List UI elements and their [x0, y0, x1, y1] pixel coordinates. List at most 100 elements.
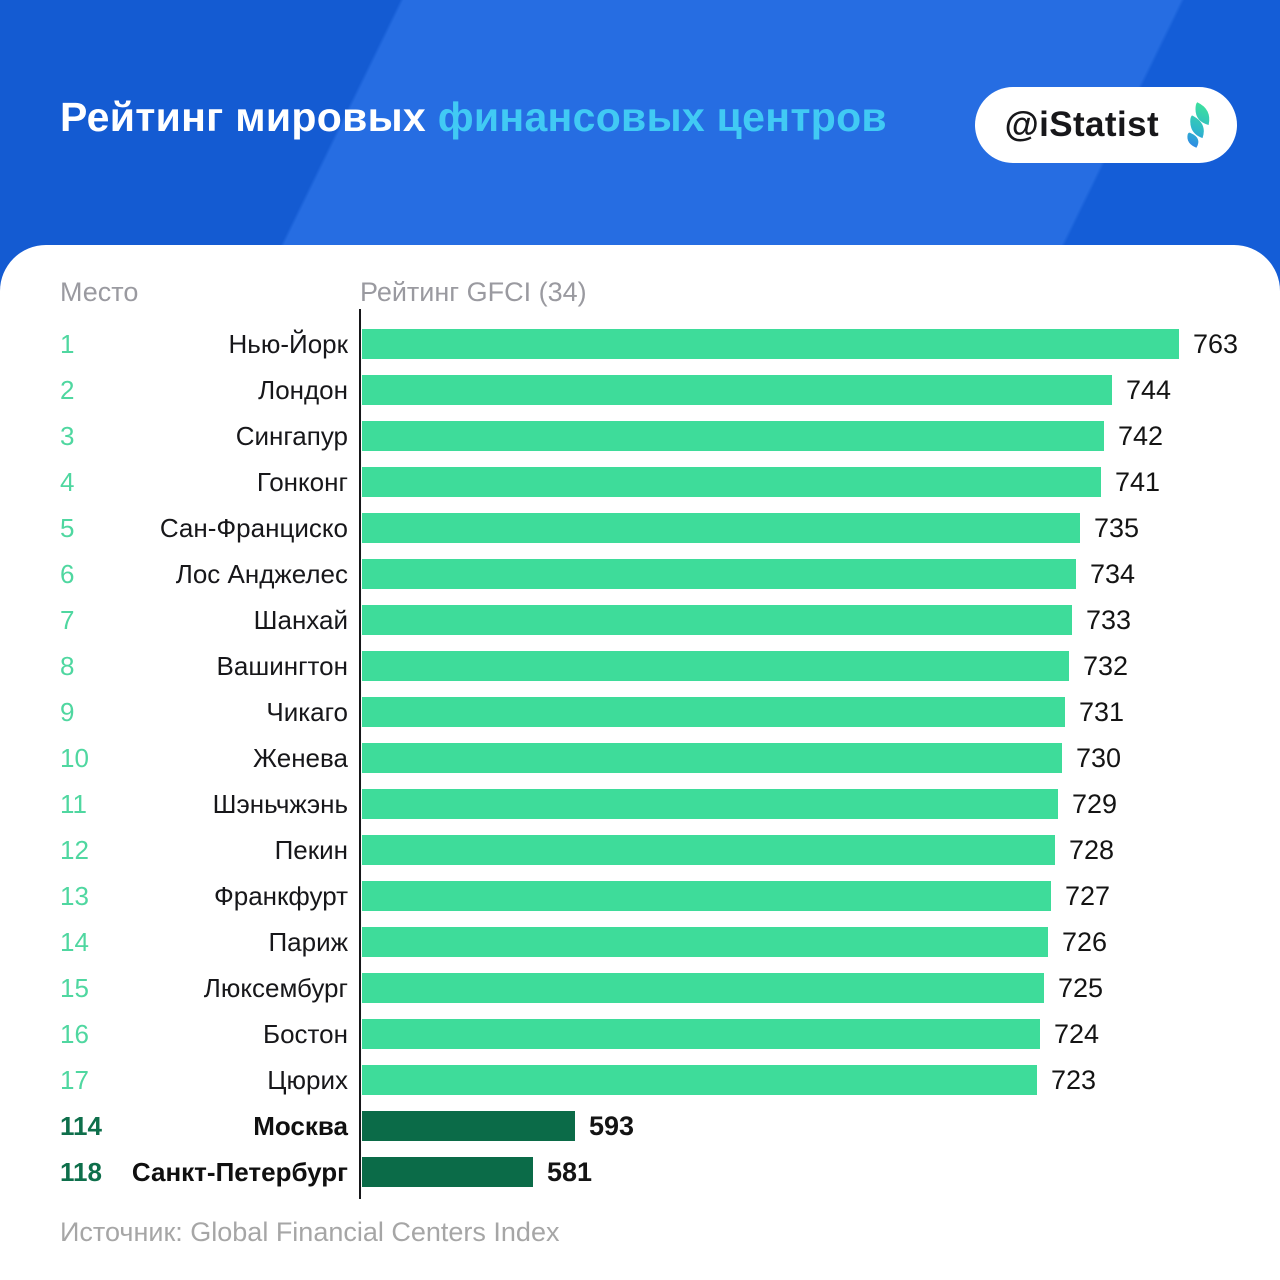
chart-card: Место Рейтинг GFCI (34) 1 Нью-Йорк 763 2 Лон…: [0, 245, 1280, 1280]
city-label: Пекин: [274, 834, 348, 865]
table-row: 6 Лос Анджелес 734: [60, 551, 1230, 597]
city-label: Сан-Франциско: [159, 512, 348, 543]
city-label: Москва: [253, 1110, 348, 1141]
rank-label: 118: [60, 1156, 102, 1187]
bar-cell: 730: [362, 743, 1230, 774]
city-label: Нью-Йорк: [228, 328, 348, 359]
rank-label: 2: [60, 374, 75, 405]
value-label: 731: [1079, 696, 1125, 727]
source-text: Источник: Global Financial Centers Index: [60, 1217, 560, 1247]
table-row: 118 Санкт-Петербург 581: [60, 1149, 1230, 1195]
table-row: 4 Гонконг 741: [60, 459, 1230, 505]
bar: [362, 605, 1072, 635]
bar-cell: 732: [362, 651, 1230, 682]
bar-cell: 742: [362, 421, 1230, 452]
value-label: 728: [1069, 834, 1115, 865]
bar-cell: 731: [362, 697, 1230, 728]
table-row: 10 Женева 730: [60, 735, 1230, 781]
city-label: Шэньчжэнь: [212, 788, 348, 819]
bar-cell: 725: [362, 973, 1230, 1004]
table-row: 5 Сан-Франциско 735: [60, 505, 1230, 551]
bar-cell: 728: [362, 835, 1230, 866]
city-label: Гонконг: [256, 466, 348, 497]
bar-cell: 734: [362, 559, 1230, 590]
bar: [362, 743, 1062, 773]
table-row: 7 Шанхай 733: [60, 597, 1230, 643]
bar: [362, 559, 1076, 589]
value-label: 763: [1193, 328, 1239, 359]
column-header-place: Место: [60, 277, 139, 307]
city-label: Санкт-Петербург: [131, 1156, 348, 1187]
table-row: 13 Франкфурт 727: [60, 873, 1230, 919]
page-title: Рейтинг мировых финансовых центров: [60, 94, 887, 141]
axis-line: [359, 309, 361, 1199]
table-row: 17 Цюрих 723: [60, 1057, 1230, 1103]
city-label: Франкфурт: [213, 880, 348, 911]
value-label: 744: [1126, 374, 1172, 405]
city-label: Цюрих: [267, 1064, 348, 1095]
rank-label: 6: [60, 558, 75, 589]
table-row: 16 Бостон 724: [60, 1011, 1230, 1057]
city-label: Сингапур: [235, 420, 348, 451]
city-label: Париж: [268, 926, 348, 957]
table-row: 12 Пекин 728: [60, 827, 1230, 873]
bar-cell: 735: [362, 513, 1230, 544]
table-row: 1 Нью-Йорк 763: [60, 321, 1238, 367]
rank-label: 4: [60, 466, 75, 497]
bar: [362, 789, 1058, 819]
bar-cell: 581: [362, 1157, 1230, 1188]
bar: [362, 375, 1112, 405]
bar: [362, 421, 1104, 451]
bar: [362, 513, 1080, 543]
rank-label: 114: [60, 1110, 102, 1141]
bar: [362, 651, 1069, 681]
rank-label: 7: [60, 604, 75, 635]
value-label: 730: [1076, 742, 1122, 773]
leaf-icon: [1187, 102, 1210, 148]
value-label: 742: [1118, 420, 1164, 451]
rank-label: 10: [60, 742, 89, 773]
bar: [362, 1157, 533, 1187]
city-label: Шанхай: [253, 604, 348, 635]
rank-label: 1: [60, 328, 75, 359]
bar-cell: 723: [362, 1065, 1230, 1096]
rank-label: 11: [60, 788, 87, 819]
table-row: 114 Москва 593: [60, 1103, 1230, 1149]
bar-cell: 727: [362, 881, 1230, 912]
table-row: 11 Шэньчжэнь 729: [60, 781, 1230, 827]
bar-cell: 726: [362, 927, 1230, 958]
rank-label: 15: [60, 972, 89, 1003]
bar: [362, 881, 1051, 911]
bar: [362, 1065, 1037, 1095]
bar-cell: 729: [362, 789, 1230, 820]
logo-text: @iStatist: [1004, 105, 1159, 144]
value-label: 735: [1094, 512, 1140, 543]
title-accent: финансовых центров: [437, 94, 887, 140]
bar-cell: 741: [362, 467, 1230, 498]
logo-badge: @iStatist: [974, 87, 1237, 163]
bar: [362, 835, 1055, 865]
city-label: Лондон: [258, 374, 348, 405]
bar: [362, 927, 1048, 957]
bar-cell: 763: [362, 329, 1238, 360]
title-main: Рейтинг мировых: [60, 94, 426, 140]
value-label: 741: [1115, 466, 1161, 497]
value-label: 734: [1090, 558, 1136, 589]
value-label: 727: [1065, 880, 1111, 911]
bar: [362, 467, 1101, 497]
city-label: Женева: [253, 742, 348, 773]
city-label: Лос Анджелес: [175, 558, 348, 589]
value-label: 729: [1072, 788, 1118, 819]
value-label: 726: [1062, 926, 1108, 957]
table-row: 15 Люксембург 725: [60, 965, 1230, 1011]
rank-label: 12: [60, 834, 89, 865]
table-row: 9 Чикаго 731: [60, 689, 1230, 735]
rank-label: 14: [60, 926, 89, 957]
rank-label: 16: [60, 1018, 89, 1049]
value-label: 732: [1083, 650, 1129, 681]
rank-label: 5: [60, 512, 75, 543]
value-label: 593: [589, 1110, 635, 1141]
city-label: Люксембург: [203, 972, 348, 1003]
rank-label: 9: [60, 696, 75, 727]
rank-label: 8: [60, 650, 75, 681]
